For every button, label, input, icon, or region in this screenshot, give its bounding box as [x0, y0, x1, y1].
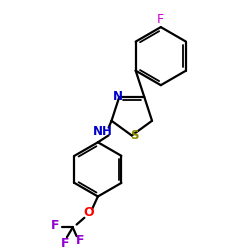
Text: F: F	[157, 13, 164, 26]
Text: F: F	[76, 234, 85, 248]
Text: S: S	[130, 129, 139, 142]
Text: F: F	[61, 238, 69, 250]
Text: F: F	[51, 219, 60, 232]
Text: N: N	[113, 90, 123, 104]
Text: NH: NH	[93, 125, 113, 138]
Text: O: O	[83, 206, 94, 220]
